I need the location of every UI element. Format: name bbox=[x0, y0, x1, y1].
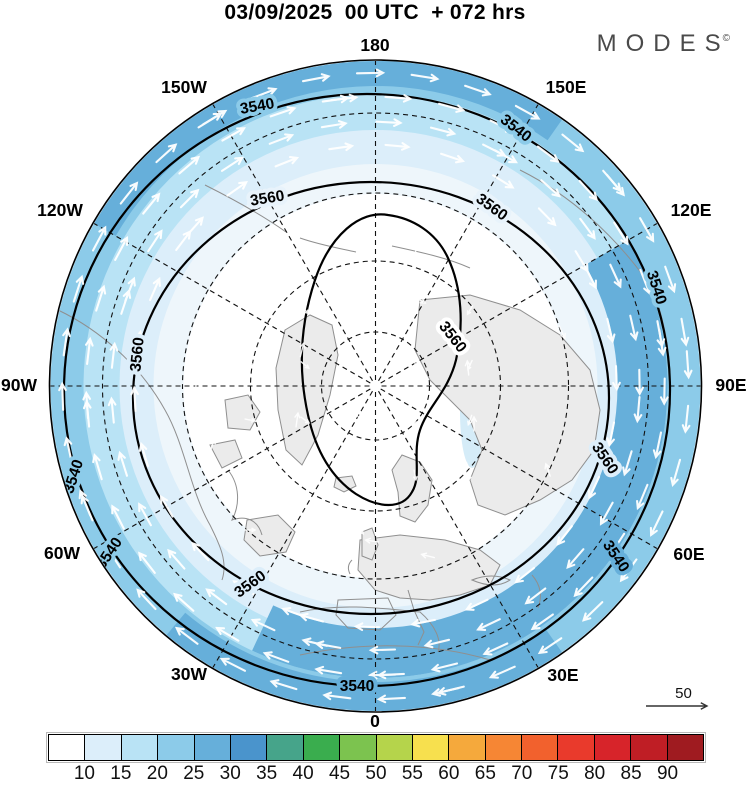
colorbar-tick: 75 bbox=[547, 763, 569, 784]
colorbar-tick: 50 bbox=[365, 763, 387, 784]
graticule bbox=[50, 61, 701, 711]
colorbar-cell bbox=[49, 735, 86, 760]
colorbar-tick: 80 bbox=[584, 763, 606, 784]
colorbar-cell bbox=[303, 735, 341, 760]
wind-arrows-inner bbox=[193, 246, 566, 559]
contour-label: 3540 bbox=[340, 678, 374, 695]
forecast-title: 03/09/2025 00 UTC + 072 hrs bbox=[224, 1, 526, 24]
modes-logo-text: MODES bbox=[596, 30, 730, 57]
colorbar-tick: 90 bbox=[656, 763, 679, 784]
longitude-label: 0 bbox=[370, 711, 380, 731]
colorbar-cell bbox=[558, 735, 595, 760]
map-boundary bbox=[48, 59, 703, 713]
longitude-label: 150E bbox=[546, 77, 587, 97]
colorbar-cell bbox=[340, 735, 377, 760]
colorbar-tick: 55 bbox=[401, 763, 424, 784]
wind-arrows bbox=[58, 68, 693, 704]
modes-logo: MODES© bbox=[597, 30, 730, 58]
colorbar-cell bbox=[594, 735, 632, 760]
contour-3560-inner-loop bbox=[300, 213, 462, 506]
colorbar-cell bbox=[121, 735, 159, 760]
longitude-label: 30W bbox=[171, 664, 207, 684]
colorbar-cell bbox=[85, 735, 122, 760]
longitude-label: 120E bbox=[671, 200, 712, 220]
colorbar-cell bbox=[376, 735, 413, 760]
longitude-label: 150W bbox=[161, 77, 207, 97]
longitude-label: 120W bbox=[37, 200, 83, 220]
longitude-label: 60W bbox=[44, 543, 80, 563]
longitude-label: 30E bbox=[547, 665, 578, 685]
contour-3560-ring bbox=[131, 180, 611, 616]
contour-lines bbox=[62, 92, 672, 688]
colorbar-tick: 70 bbox=[511, 763, 533, 784]
colorbar-cell bbox=[412, 735, 450, 760]
colorbar-tick: 45 bbox=[328, 763, 351, 784]
longitude-label: 60E bbox=[673, 544, 704, 564]
colorbar-tick: 35 bbox=[256, 763, 278, 784]
colorbar-tick: 25 bbox=[183, 763, 205, 784]
colorbar-cell bbox=[267, 735, 304, 760]
colorbar-cell bbox=[522, 735, 559, 760]
colorbar-cell bbox=[449, 735, 486, 760]
colorbar-tick: 15 bbox=[110, 763, 132, 784]
reference-arrow-label: 50 bbox=[675, 685, 692, 702]
colorbar-cell bbox=[667, 735, 704, 760]
longitude-label: 90W bbox=[1, 375, 37, 395]
colorbar-cell bbox=[230, 735, 268, 760]
contour-label: 3560 bbox=[127, 336, 148, 372]
colorbar-cell bbox=[158, 735, 195, 760]
colorbar-tick: 60 bbox=[438, 763, 460, 784]
modes-logo-mark: © bbox=[722, 33, 730, 44]
colorbar bbox=[46, 732, 706, 763]
colorbar-tick: 30 bbox=[219, 763, 241, 784]
colorbar-tick: 40 bbox=[292, 763, 314, 784]
colorbar-tick: 10 bbox=[73, 763, 96, 784]
longitude-label: 90E bbox=[715, 375, 746, 395]
colorbar-tick: 20 bbox=[146, 763, 168, 784]
longitude-labels: 180 150W 150E 120W 120E 90W 90E 60W 60E 30W 30E 0 bbox=[1, 35, 747, 731]
reference-arrow: 50 bbox=[646, 685, 709, 710]
colorbar-tick: 65 bbox=[474, 763, 496, 784]
longitude-label: 180 bbox=[360, 35, 389, 55]
colorbar-cell bbox=[485, 735, 523, 760]
colorbar-cell bbox=[631, 735, 668, 760]
colorbar-cell bbox=[194, 735, 231, 760]
colorbar-tick: 85 bbox=[620, 763, 642, 784]
contour-3540 bbox=[62, 92, 672, 688]
